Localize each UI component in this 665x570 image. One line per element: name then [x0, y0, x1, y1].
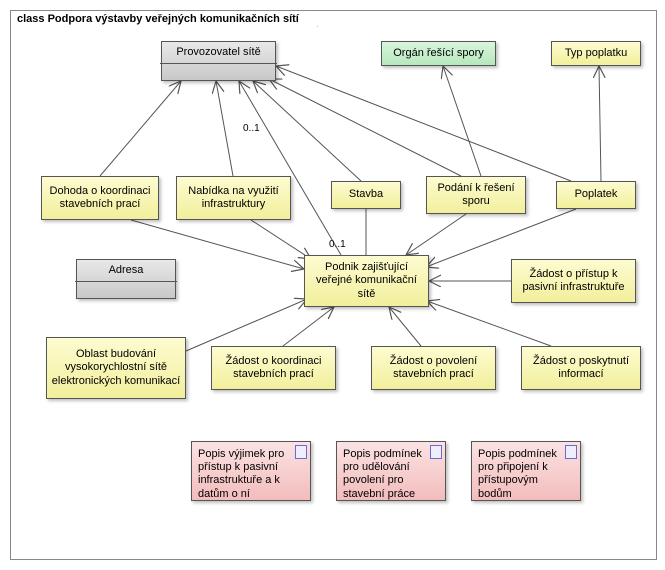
note-1[interactable]: Popis výjimek pro přístup k pasivní infr…	[191, 441, 311, 501]
class-provozovatel[interactable]: Provozovatel sítě	[161, 41, 276, 81]
class-stavba[interactable]: Stavba	[331, 181, 401, 209]
class-oblast[interactable]: Oblast budování vysokorychlostní sítě el…	[46, 337, 186, 399]
class-podnik[interactable]: Podnik zajišťující veřejné komunikační s…	[304, 255, 429, 307]
class-label: Podnik zajišťující veřejné komunikační s…	[309, 261, 424, 301]
note-text: Popis výjimek pro přístup k pasivní infr…	[198, 448, 294, 501]
class-organ[interactable]: Orgán řešící spory	[381, 41, 496, 66]
class-title: Adresa	[75, 260, 177, 282]
class-body	[77, 282, 175, 298]
class-typpoplatku[interactable]: Typ poplatku	[551, 41, 641, 66]
mult-label-1: 0..1	[243, 123, 260, 134]
class-label: Žádost o přístup k pasivní infrastruktuř…	[516, 268, 631, 294]
class-poplatek[interactable]: Poplatek	[556, 181, 636, 209]
class-label: Žádost o koordinaci stavebních prací	[216, 355, 331, 381]
class-podani[interactable]: Podání k řešení sporu	[426, 176, 526, 214]
class-label: Orgán řešící spory	[393, 47, 483, 60]
class-label: Žádost o poskytnutí informací	[526, 355, 636, 381]
class-label: Poplatek	[575, 188, 618, 201]
class-adresa[interactable]: Adresa	[76, 259, 176, 299]
note-2[interactable]: Popis podmínek pro udělování povolení pr…	[336, 441, 446, 501]
class-label: Žádost o povolení stavebních prací	[376, 355, 491, 381]
class-label: Oblast budování vysokorychlostní sítě el…	[51, 348, 181, 388]
class-title: Provozovatel sítě	[160, 42, 277, 64]
class-zadost-info[interactable]: Žádost o poskytnutí informací	[521, 346, 641, 390]
class-label: Nabídka na využití infrastruktury	[181, 185, 286, 211]
class-zadost-povoleni[interactable]: Žádost o povolení stavebních prací	[371, 346, 496, 390]
note-3[interactable]: Popis podmínek pro připojení k přístupov…	[471, 441, 581, 501]
class-nabidka[interactable]: Nabídka na využití infrastruktury	[176, 176, 291, 220]
note-text: Popis podmínek pro připojení k přístupov…	[478, 448, 564, 501]
class-body	[162, 64, 275, 80]
class-zadost-pristup[interactable]: Žádost o přístup k pasivní infrastruktuř…	[511, 259, 636, 303]
class-zadost-koord[interactable]: Žádost o koordinaci stavebních prací	[211, 346, 336, 390]
note-dogear-icon	[295, 445, 307, 459]
class-label: Dohoda o koordinaci stavebních prací	[46, 185, 154, 211]
class-label: Typ poplatku	[565, 47, 627, 60]
note-dogear-icon	[430, 445, 442, 459]
class-diagram-frame: class Podpora výstavby veřejných komunik…	[10, 10, 657, 560]
note-dogear-icon	[565, 445, 577, 459]
note-text: Popis podmínek pro udělování povolení pr…	[343, 448, 429, 501]
class-dohoda[interactable]: Dohoda o koordinaci stavebních prací	[41, 176, 159, 220]
class-label: Stavba	[349, 188, 383, 201]
frame-title: class Podpora výstavby veřejných komunik…	[10, 10, 318, 27]
class-label: Podání k řešení sporu	[431, 182, 521, 208]
mult-label-2: 0..1	[329, 239, 346, 250]
